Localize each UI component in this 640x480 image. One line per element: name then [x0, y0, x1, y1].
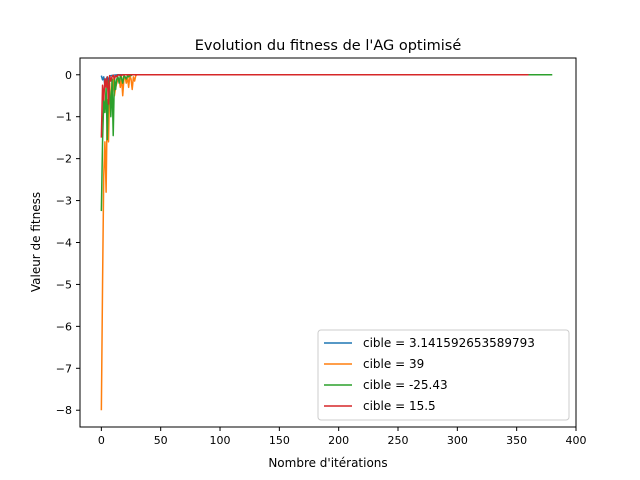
x-tick-label: 100: [210, 434, 231, 447]
y-tick-label: −2: [56, 153, 72, 166]
y-tick-label: −6: [56, 320, 72, 333]
y-tick-label: −1: [56, 111, 72, 124]
x-tick-label: 0: [98, 434, 105, 447]
x-tick-label: 300: [447, 434, 468, 447]
y-tick-label: −5: [56, 278, 72, 291]
legend-label-1: cible = 3.141592653589793: [363, 336, 535, 350]
legend-label-4: cible = 15.5: [363, 399, 436, 413]
y-tick-label: 0: [65, 69, 72, 82]
plot-frame: [79, 57, 577, 428]
legend-label-2: cible = 39: [363, 357, 424, 371]
legend-label-3: cible = -25.43: [363, 378, 448, 392]
x-axis-ticks: 0 50 100 150 200 250 300 350 400: [98, 427, 587, 447]
x-tick-label: 200: [328, 434, 349, 447]
y-tick-label: −8: [56, 404, 72, 417]
chart-title: Evolution du fitness de l'AG optimisé: [195, 38, 462, 54]
legend: cible = 3.141592653589793 cible = 39 cible…: [317, 329, 570, 421]
x-axis-label: Nombre d'itérations: [268, 456, 387, 470]
plot-lines: [100, 74, 553, 411]
legend-box: [317, 329, 570, 421]
x-tick-label: 50: [154, 434, 168, 447]
y-axis-label: Valeur de fitness: [29, 192, 43, 292]
x-tick-label: 150: [269, 434, 290, 447]
x-tick-label: 400: [566, 434, 587, 447]
y-tick-label: −7: [56, 362, 72, 375]
x-tick-label: 350: [506, 434, 527, 447]
y-tick-label: −4: [56, 237, 72, 250]
y-axis-ticks: 0 −1 −2 −3 −4 −5 −6 −7 −8: [56, 69, 80, 417]
y-tick-label: −3: [56, 195, 72, 208]
x-tick-label: 250: [388, 434, 409, 447]
series-line-4: [100, 74, 529, 138]
series-line-3: [100, 74, 553, 212]
